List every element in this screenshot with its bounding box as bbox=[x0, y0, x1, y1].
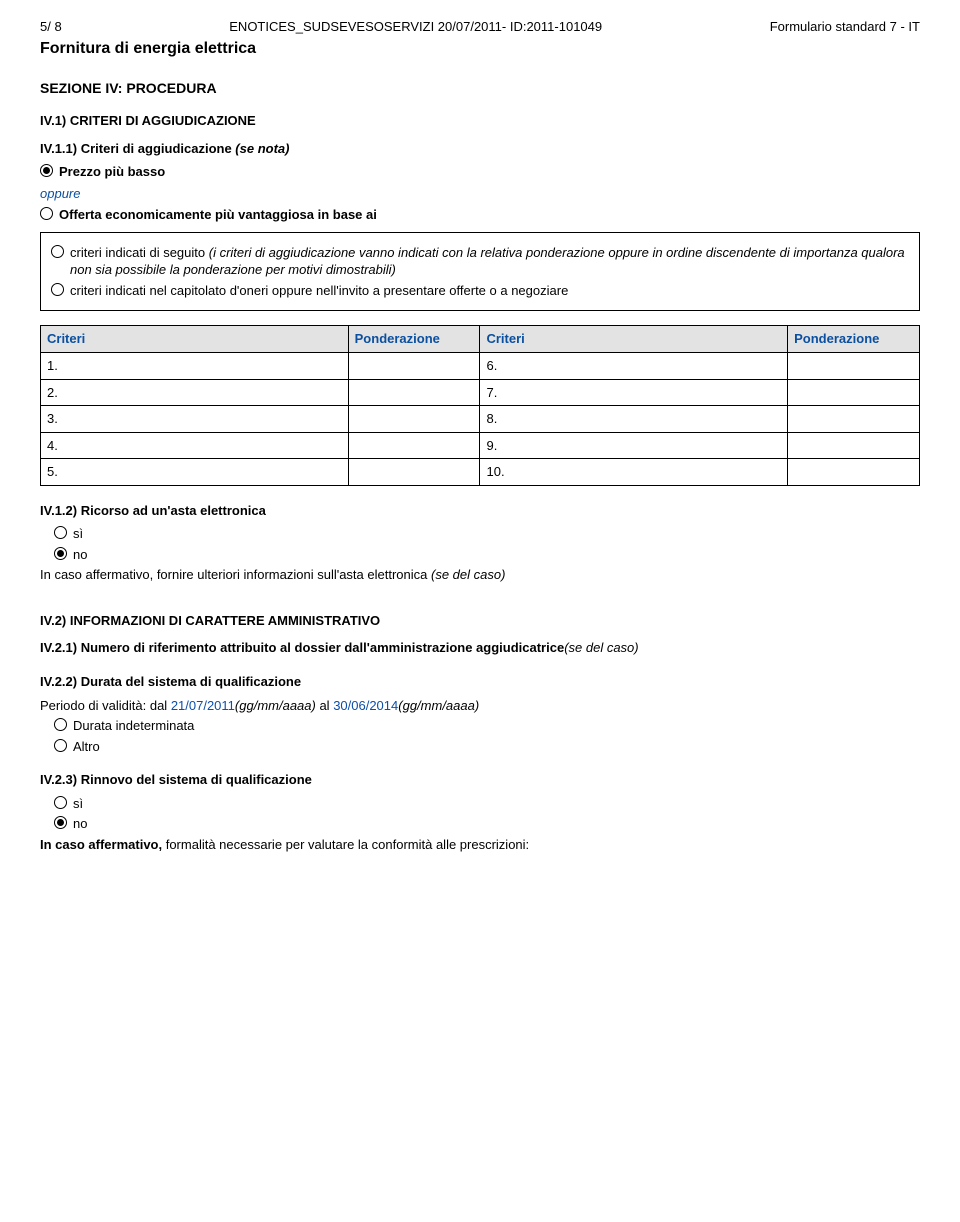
cell-ponderazione bbox=[348, 432, 480, 459]
iv23-si-label: sì bbox=[73, 795, 83, 813]
cell-criteri: 3. bbox=[41, 406, 349, 433]
criteria-table: Criteri Ponderazione Criteri Ponderazion… bbox=[40, 325, 920, 485]
cell-criteri: 4. bbox=[41, 432, 349, 459]
iv12-option-no[interactable]: no bbox=[54, 546, 920, 564]
boxed-option-criteri-capitolato[interactable]: criteri indicati nel capitolato d'oneri … bbox=[51, 282, 909, 300]
cell-criteri: 5. bbox=[41, 459, 349, 486]
table-row: 2. 7. bbox=[41, 379, 920, 406]
iv22-date1: 21/07/2011 bbox=[171, 698, 235, 713]
iv22-option-durata-indeterminata[interactable]: Durata indeterminata bbox=[54, 717, 920, 735]
iv12-footer: In caso affermativo, fornire ulteriori i… bbox=[40, 566, 920, 584]
cell-ponderazione bbox=[788, 406, 920, 433]
boxed-option-criteri-seguito[interactable]: criteri indicati di seguito (i criteri d… bbox=[51, 244, 909, 279]
cell-ponderazione bbox=[788, 379, 920, 406]
iv12-footer-prefix: In caso affermativo, fornire ulteriori i… bbox=[40, 567, 431, 582]
option-offerta-vantaggiosa[interactable]: Offerta economicamente più vantaggiosa i… bbox=[40, 206, 920, 224]
iv21-suffix: (se del caso) bbox=[564, 640, 638, 655]
th-ponderazione-left: Ponderazione bbox=[348, 326, 480, 353]
radio-empty-icon bbox=[54, 796, 67, 809]
iv2-heading: IV.2) INFORMAZIONI DI CARATTERE AMMINIST… bbox=[40, 612, 920, 630]
cell-ponderazione bbox=[348, 379, 480, 406]
boxed-option2-text: criteri indicati nel capitolato d'oneri … bbox=[70, 282, 568, 300]
cell-criteri: 7. bbox=[480, 379, 788, 406]
criteria-detail-box: criteri indicati di seguito (i criteri d… bbox=[40, 232, 920, 312]
iv12-no-label: no bbox=[73, 546, 87, 564]
iv12-heading: IV.1.2) Ricorso ad un'asta elettronica bbox=[40, 502, 920, 520]
iv23-footer: In caso affermativo, formalità necessari… bbox=[40, 836, 920, 854]
table-row: 3. 8. bbox=[41, 406, 920, 433]
oppure-label: oppure bbox=[40, 185, 920, 203]
radio-empty-icon bbox=[54, 526, 67, 539]
radio-empty-icon bbox=[51, 283, 64, 296]
iv12-footer-suffix: (se del caso) bbox=[431, 567, 505, 582]
cell-criteri: 6. bbox=[480, 352, 788, 379]
cell-ponderazione bbox=[788, 459, 920, 486]
header-center: ENOTICES_SUDSEVESOSERVIZI 20/07/2011- ID… bbox=[229, 18, 602, 36]
radio-selected-icon bbox=[54, 547, 67, 560]
iv23-option-no[interactable]: no bbox=[54, 815, 920, 833]
radio-empty-icon bbox=[54, 739, 67, 752]
iv22-datefmt1: (gg/mm/aaaa) bbox=[235, 698, 316, 713]
iv22-period: Periodo di validità: dal 21/07/2011(gg/m… bbox=[40, 697, 920, 715]
cell-criteri: 1. bbox=[41, 352, 349, 379]
iv22-datefmt2: (gg/mm/aaaa) bbox=[398, 698, 479, 713]
iv22-durata-label: Durata indeterminata bbox=[73, 717, 194, 735]
iv1-heading: IV.1) CRITERI DI AGGIUDICAZIONE bbox=[40, 112, 920, 130]
iv12-option-si[interactable]: sì bbox=[54, 525, 920, 543]
option-prezzo-piu-basso[interactable]: Prezzo più basso bbox=[40, 163, 920, 181]
radio-selected-icon bbox=[54, 816, 67, 829]
iv23-heading: IV.2.3) Rinnovo del sistema di qualifica… bbox=[40, 771, 920, 789]
iv11-heading-prefix: IV.1.1) Criteri di aggiudicazione bbox=[40, 141, 235, 156]
th-criteri-left: Criteri bbox=[41, 326, 349, 353]
iv22-heading: IV.2.2) Durata del sistema di qualificaz… bbox=[40, 673, 920, 691]
document-title: Fornitura di energia elettrica bbox=[40, 38, 920, 60]
page-header: 5/ 8 ENOTICES_SUDSEVESOSERVIZI 20/07/201… bbox=[40, 18, 920, 36]
header-page-number: 5/ 8 bbox=[40, 18, 62, 36]
iv11-heading-note: (se nota) bbox=[235, 141, 289, 156]
iv21-heading: IV.2.1) Numero di riferimento attribuito… bbox=[40, 639, 920, 657]
table-row: 1. 6. bbox=[41, 352, 920, 379]
th-ponderazione-right: Ponderazione bbox=[788, 326, 920, 353]
cell-criteri: 8. bbox=[480, 406, 788, 433]
radio-empty-icon bbox=[51, 245, 64, 258]
cell-ponderazione bbox=[788, 432, 920, 459]
iv22-date2: 30/06/2014 bbox=[333, 698, 398, 713]
boxed-option1-text: criteri indicati di seguito (i criteri d… bbox=[70, 244, 909, 279]
iv22-option-altro[interactable]: Altro bbox=[54, 738, 920, 756]
radio-selected-icon bbox=[40, 164, 53, 177]
cell-criteri: 9. bbox=[480, 432, 788, 459]
option-prezzo-label: Prezzo più basso bbox=[59, 163, 165, 181]
iv22-period-prefix: Periodo di validità: dal bbox=[40, 698, 171, 713]
th-criteri-right: Criteri bbox=[480, 326, 788, 353]
header-right: Formulario standard 7 - IT bbox=[770, 18, 920, 36]
table-row: 5. 10. bbox=[41, 459, 920, 486]
cell-ponderazione bbox=[348, 459, 480, 486]
radio-empty-icon bbox=[40, 207, 53, 220]
cell-criteri: 2. bbox=[41, 379, 349, 406]
iv23-no-label: no bbox=[73, 815, 87, 833]
section-iv-heading: SEZIONE IV: PROCEDURA bbox=[40, 79, 920, 98]
option-offerta-label: Offerta economicamente più vantaggiosa i… bbox=[59, 206, 377, 224]
iv22-altro-label: Altro bbox=[73, 738, 100, 756]
radio-empty-icon bbox=[54, 718, 67, 731]
boxed-opt1-prefix: criteri indicati di seguito bbox=[70, 245, 209, 260]
iv22-al: al bbox=[316, 698, 333, 713]
cell-criteri: 10. bbox=[480, 459, 788, 486]
cell-ponderazione bbox=[788, 352, 920, 379]
cell-ponderazione bbox=[348, 406, 480, 433]
iv21-prefix: IV.2.1) Numero di riferimento attribuito… bbox=[40, 640, 564, 655]
iv12-si-label: sì bbox=[73, 525, 83, 543]
iv11-heading: IV.1.1) Criteri di aggiudicazione (se no… bbox=[40, 140, 920, 158]
iv23-footer-prefix: In caso affermativo, bbox=[40, 837, 166, 852]
table-row: 4. 9. bbox=[41, 432, 920, 459]
iv23-option-si[interactable]: sì bbox=[54, 795, 920, 813]
cell-ponderazione bbox=[348, 352, 480, 379]
iv23-footer-rest: formalità necessarie per valutare la con… bbox=[166, 837, 529, 852]
